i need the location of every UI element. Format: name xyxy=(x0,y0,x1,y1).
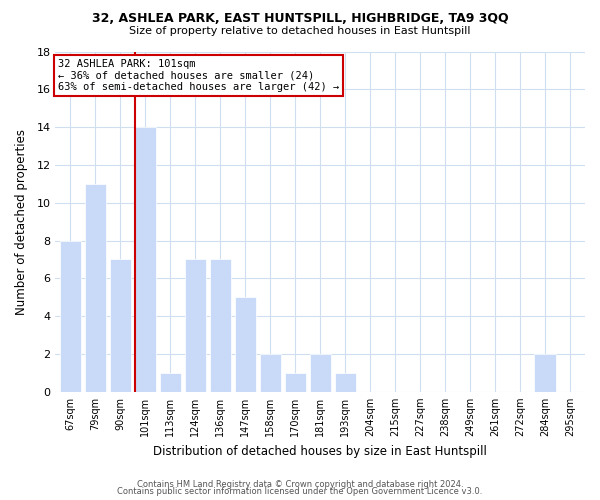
Text: Contains HM Land Registry data © Crown copyright and database right 2024.: Contains HM Land Registry data © Crown c… xyxy=(137,480,463,489)
Text: Size of property relative to detached houses in East Huntspill: Size of property relative to detached ho… xyxy=(129,26,471,36)
Bar xyxy=(59,240,81,392)
Text: 32, ASHLEA PARK, EAST HUNTSPILL, HIGHBRIDGE, TA9 3QQ: 32, ASHLEA PARK, EAST HUNTSPILL, HIGHBRI… xyxy=(92,12,508,26)
Text: Contains public sector information licensed under the Open Government Licence v3: Contains public sector information licen… xyxy=(118,488,482,496)
Text: 32 ASHLEA PARK: 101sqm
← 36% of detached houses are smaller (24)
63% of semi-det: 32 ASHLEA PARK: 101sqm ← 36% of detached… xyxy=(58,59,339,92)
Bar xyxy=(235,298,256,392)
Bar xyxy=(134,127,156,392)
Bar xyxy=(209,260,231,392)
Bar xyxy=(110,260,131,392)
X-axis label: Distribution of detached houses by size in East Huntspill: Distribution of detached houses by size … xyxy=(153,444,487,458)
Y-axis label: Number of detached properties: Number of detached properties xyxy=(15,128,28,314)
Bar xyxy=(260,354,281,392)
Bar xyxy=(335,373,356,392)
Bar xyxy=(185,260,206,392)
Bar xyxy=(284,373,306,392)
Bar xyxy=(160,373,181,392)
Bar xyxy=(535,354,556,392)
Bar xyxy=(310,354,331,392)
Bar xyxy=(85,184,106,392)
